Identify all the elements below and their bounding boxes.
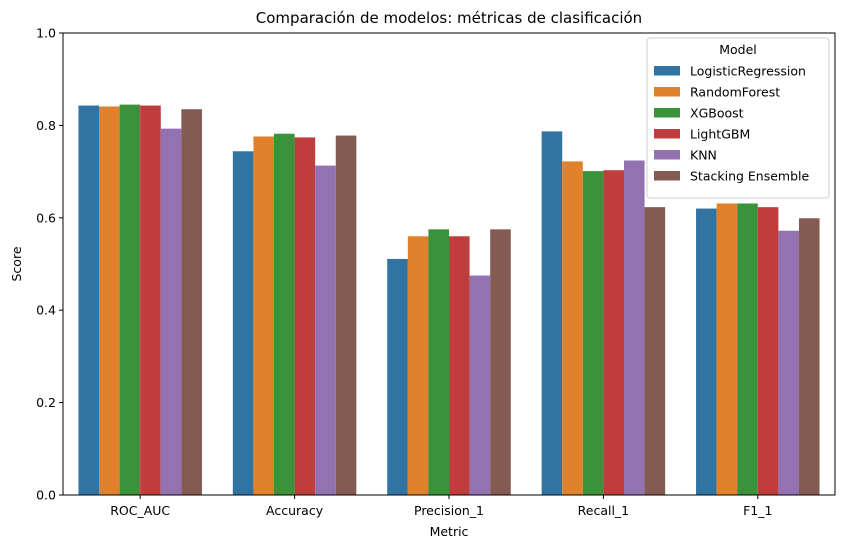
x-tick-label: Accuracy xyxy=(266,503,324,518)
bar-recall-1-lightgbm xyxy=(603,170,624,495)
legend-entry: RandomForest xyxy=(690,85,780,100)
bar-recall-1-stacking-ensemble xyxy=(644,207,666,496)
legend-swatch xyxy=(654,66,680,76)
bar-roc-auc-lightgbm xyxy=(140,105,161,495)
legend-title: Model xyxy=(719,42,757,57)
bar-accuracy-randomforest xyxy=(253,136,275,496)
bar-f1-1-logisticregression xyxy=(696,208,717,495)
bar-recall-1-logisticregression xyxy=(541,131,563,495)
bar-f1-1-knn xyxy=(778,230,799,496)
bar-recall-1-xgboost xyxy=(582,171,604,495)
legend-frame xyxy=(646,37,830,199)
y-tick-label: 0.8 xyxy=(36,118,56,133)
chart-title: Comparación de modelos: métricas de clas… xyxy=(256,9,642,27)
bar-accuracy-stacking-ensemble xyxy=(335,135,357,495)
bar-precision-1-xgboost xyxy=(428,229,449,495)
bar-roc-auc-knn xyxy=(160,128,182,495)
bar-roc-auc-stacking-ensemble xyxy=(181,109,202,495)
x-tick-label: ROC_AUC xyxy=(110,503,170,518)
bar-precision-1-randomforest xyxy=(407,236,429,495)
bar-accuracy-logisticregression xyxy=(232,151,254,495)
bar-precision-1-lightgbm xyxy=(449,236,470,495)
legend-swatch xyxy=(654,171,680,181)
bar-precision-1-knn xyxy=(469,275,491,495)
bar-f1-1-lightgbm xyxy=(757,207,779,496)
legend-swatch xyxy=(654,108,680,118)
y-tick-label: 1.0 xyxy=(36,26,56,41)
legend-swatch xyxy=(654,150,680,160)
legend-entry: LightGBM xyxy=(690,127,750,142)
bar-f1-1-stacking-ensemble xyxy=(798,218,820,495)
legend-entry: LogisticRegression xyxy=(690,64,806,79)
bar-f1-1-xgboost xyxy=(737,203,758,496)
bar-accuracy-xgboost xyxy=(274,133,295,495)
bar-roc-auc-randomforest xyxy=(99,106,120,496)
x-tick-label: Recall_1 xyxy=(578,503,630,518)
y-tick-label: 0.4 xyxy=(36,303,56,318)
y-axis-label: Score xyxy=(9,246,24,281)
y-tick-label: 0.0 xyxy=(36,488,56,503)
legend-entry: Stacking Ensemble xyxy=(690,169,810,184)
bar-roc-auc-logisticregression xyxy=(78,105,100,495)
legend-swatch xyxy=(654,129,680,139)
x-tick-label: Precision_1 xyxy=(414,503,484,518)
bars-layer xyxy=(78,104,820,496)
bar-f1-1-randomforest xyxy=(716,203,738,496)
legend-entry: KNN xyxy=(690,148,717,163)
legend: Model LogisticRegression RandomForest XGBoo… xyxy=(646,37,830,199)
legend-swatch xyxy=(654,87,680,97)
bar-accuracy-lightgbm xyxy=(294,137,316,495)
bar-precision-1-logisticregression xyxy=(387,258,408,495)
legend-entry: XGBoost xyxy=(690,106,744,121)
x-tick-label: F1_1 xyxy=(743,503,772,518)
bar-accuracy-knn xyxy=(315,165,336,495)
bar-roc-auc-xgboost xyxy=(119,104,141,496)
bar-recall-1-randomforest xyxy=(562,161,583,495)
axes-layer: 0.0 0.2 0.4 0.6 0.8 1.0 ROC_AUC Accuracy Precisi… xyxy=(36,26,836,518)
bar-recall-1-knn xyxy=(623,160,645,495)
bar-precision-1-stacking-ensemble xyxy=(490,229,511,495)
x-axis-label: Metric xyxy=(430,524,469,539)
y-tick-label: 0.2 xyxy=(36,395,56,410)
y-tick-label: 0.6 xyxy=(36,210,56,225)
